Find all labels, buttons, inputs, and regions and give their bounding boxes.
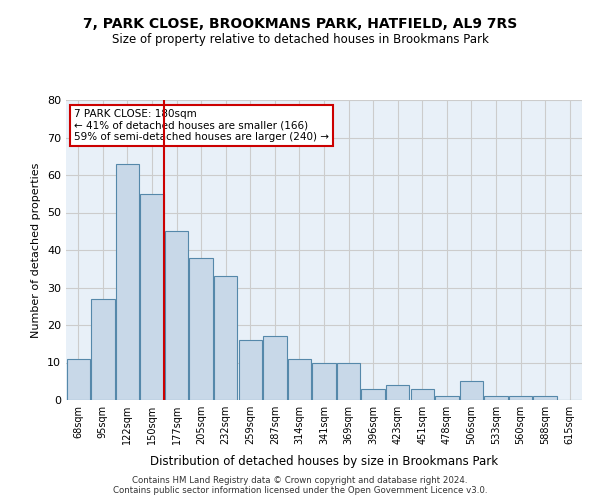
Bar <box>361 389 385 400</box>
Text: 7, PARK CLOSE, BROOKMANS PARK, HATFIELD, AL9 7RS: 7, PARK CLOSE, BROOKMANS PARK, HATFIELD,… <box>83 18 517 32</box>
Bar <box>460 381 483 400</box>
Bar <box>67 359 90 400</box>
Bar <box>91 298 115 400</box>
Text: Size of property relative to detached houses in Brookmans Park: Size of property relative to detached ho… <box>112 32 488 46</box>
Bar <box>533 396 557 400</box>
Bar <box>509 396 532 400</box>
Bar <box>313 362 335 400</box>
Bar <box>165 231 188 400</box>
Bar <box>386 385 409 400</box>
Y-axis label: Number of detached properties: Number of detached properties <box>31 162 41 338</box>
Bar <box>116 164 139 400</box>
X-axis label: Distribution of detached houses by size in Brookmans Park: Distribution of detached houses by size … <box>150 456 498 468</box>
Bar <box>190 258 213 400</box>
Bar <box>214 276 238 400</box>
Text: Contains HM Land Registry data © Crown copyright and database right 2024.
Contai: Contains HM Land Registry data © Crown c… <box>113 476 487 495</box>
Text: 7 PARK CLOSE: 180sqm
← 41% of detached houses are smaller (166)
59% of semi-deta: 7 PARK CLOSE: 180sqm ← 41% of detached h… <box>74 109 329 142</box>
Bar <box>239 340 262 400</box>
Bar <box>410 389 434 400</box>
Bar <box>140 194 164 400</box>
Bar <box>288 359 311 400</box>
Bar <box>484 396 508 400</box>
Bar <box>337 362 360 400</box>
Bar <box>263 336 287 400</box>
Bar <box>435 396 458 400</box>
